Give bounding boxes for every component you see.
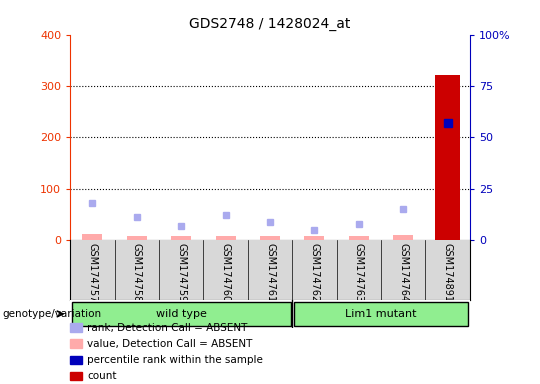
Text: GSM174891: GSM174891	[443, 243, 453, 302]
Bar	[435, 74, 460, 240]
Bar	[294, 302, 469, 326]
Bar	[171, 236, 191, 240]
Bar	[305, 236, 325, 240]
Text: wild type: wild type	[156, 309, 207, 319]
Text: GSM174758: GSM174758	[132, 243, 142, 302]
Text: GSM174764: GSM174764	[398, 243, 408, 302]
Text: GSM174763: GSM174763	[354, 243, 364, 302]
Bar	[393, 235, 413, 240]
Text: value, Detection Call = ABSENT: value, Detection Call = ABSENT	[87, 339, 253, 349]
Bar	[260, 236, 280, 240]
Text: rank, Detection Call = ABSENT: rank, Detection Call = ABSENT	[87, 323, 248, 333]
Text: GSM174757: GSM174757	[87, 243, 97, 302]
Text: count: count	[87, 371, 117, 381]
Text: GSM174759: GSM174759	[176, 243, 186, 302]
Title: GDS2748 / 1428024_at: GDS2748 / 1428024_at	[190, 17, 350, 31]
Text: GSM174760: GSM174760	[221, 243, 231, 302]
Text: GSM174762: GSM174762	[309, 243, 319, 302]
Bar	[71, 302, 291, 326]
Text: genotype/variation: genotype/variation	[3, 309, 102, 319]
Text: GSM174761: GSM174761	[265, 243, 275, 302]
Bar	[83, 234, 103, 240]
Bar	[127, 236, 147, 240]
Bar	[349, 236, 369, 240]
Text: percentile rank within the sample: percentile rank within the sample	[87, 355, 264, 365]
Bar	[215, 236, 235, 240]
Text: Lim1 mutant: Lim1 mutant	[345, 309, 417, 319]
